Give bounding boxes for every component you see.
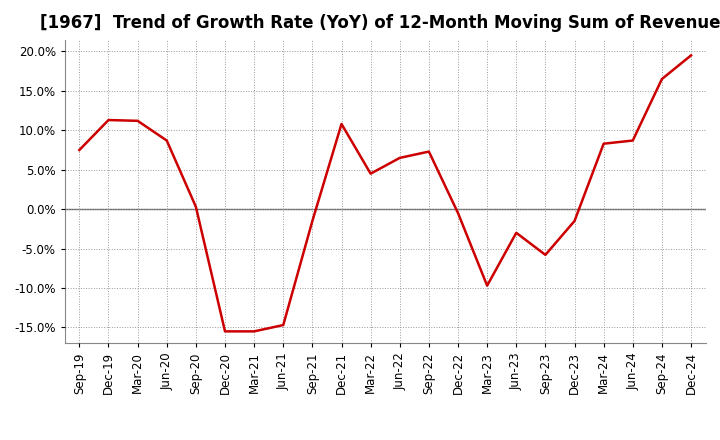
Title: [1967]  Trend of Growth Rate (YoY) of 12-Month Moving Sum of Revenues: [1967] Trend of Growth Rate (YoY) of 12-… [40, 15, 720, 33]
